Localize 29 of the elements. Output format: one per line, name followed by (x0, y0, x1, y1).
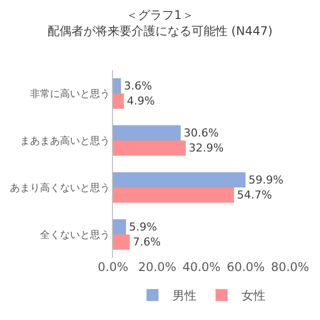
legend-label: 男性 (172, 288, 196, 303)
y-tick-label: あまり高くないと思う (10, 182, 110, 194)
data-label: 59.9% (248, 173, 284, 186)
x-tick-label: 40.0% (182, 260, 221, 274)
data-label: 7.6% (132, 236, 161, 249)
bar (113, 140, 186, 156)
chart-title: ＜グラフ1＞ (126, 8, 194, 22)
y-tick-label: 全くないと思う (40, 229, 110, 241)
data-label: 54.7% (237, 188, 272, 202)
bar (113, 78, 121, 94)
data-label: 30.6% (184, 126, 219, 140)
data-label: 32.9% (188, 142, 224, 155)
chart-subtitle: 配偶者が将来要介護になる可能性 (N447) (47, 24, 273, 38)
y-tick-label: まあまあ高いと思う (20, 135, 110, 147)
x-tick-label: 20.0% (138, 260, 176, 274)
x-tick-label: 60.0% (226, 260, 265, 274)
bar (113, 234, 130, 250)
bar (113, 188, 234, 203)
bar (113, 125, 181, 140)
legend-label: 女性 (242, 288, 266, 303)
bar (113, 172, 246, 188)
y-tick-label: 非常に高いと思う (30, 88, 110, 100)
x-tick-label: 80.0% (270, 260, 310, 274)
data-label: 4.9% (126, 94, 155, 108)
bar (113, 94, 124, 109)
data-label: 3.6% (124, 79, 152, 92)
x-tick-label: 0.0% (98, 260, 128, 274)
data-label: 5.9% (129, 220, 158, 234)
bar (113, 219, 126, 234)
